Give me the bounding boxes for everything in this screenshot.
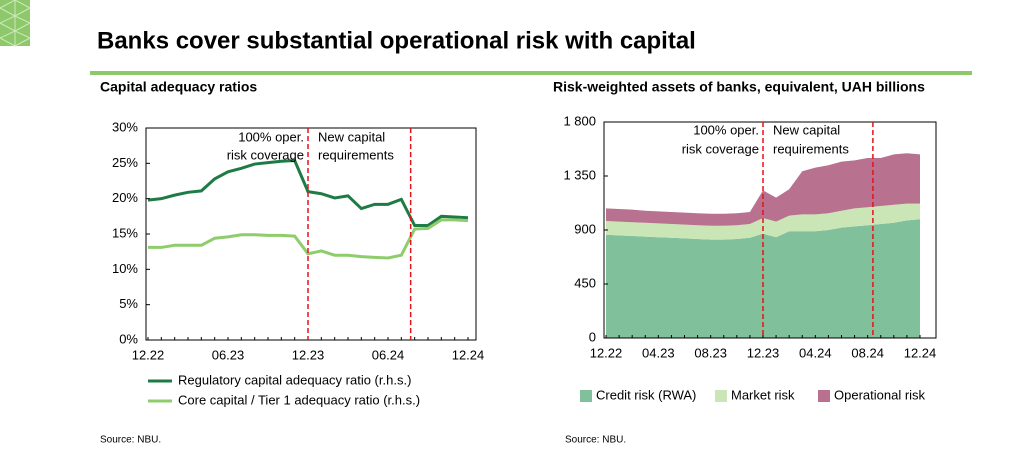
corner-pattern [0, 0, 31, 47]
annotation: risk coverage [227, 147, 304, 162]
legend-label: Market risk [731, 387, 795, 402]
y-tick-label: 1 800 [563, 113, 596, 128]
source-note: Source: NBU. [100, 435, 161, 446]
y-tick-label: 5% [119, 296, 138, 311]
x-tick-label: 06.24 [372, 347, 405, 362]
x-tick-label: 08.23 [694, 345, 727, 360]
x-tick-label: 12.22 [132, 347, 165, 362]
area-segment [606, 153, 920, 226]
y-tick-label: 0% [119, 331, 138, 346]
x-tick-label: 06.23 [212, 347, 245, 362]
annotation: requirements [318, 147, 394, 162]
y-tick-label: 0 [589, 329, 596, 344]
plot-frame [145, 127, 477, 341]
x-tick-label: 12.23 [292, 347, 325, 362]
legend-label: Core capital / Tier 1 adequacy ratio (r.… [178, 392, 420, 407]
chart-title: Risk-weighted assets of banks, equivalen… [553, 79, 925, 95]
x-tick-label: 04.24 [799, 345, 832, 360]
legend-label: Operational risk [834, 387, 926, 402]
slide-title: Banks cover substantial operational risk… [97, 27, 696, 54]
y-tick-label: 30% [112, 119, 138, 134]
x-tick-label: 12.24 [904, 345, 937, 360]
x-tick-label: 12.24 [452, 347, 485, 362]
y-tick-label: 900 [574, 221, 596, 236]
x-tick-label: 08.24 [851, 345, 884, 360]
chart-title: Capital adequacy ratios [100, 79, 257, 95]
annotation: 100% oper. [238, 129, 304, 144]
annotation: risk coverage [682, 141, 759, 156]
y-tick-label: 10% [112, 261, 138, 276]
legend-swatch [715, 390, 727, 402]
annotation: 100% oper. [693, 122, 759, 137]
source-note: Source: NBU. [565, 435, 626, 446]
title-rule [90, 71, 972, 75]
x-tick-label: 04.23 [642, 345, 675, 360]
y-tick-label: 20% [112, 190, 138, 205]
legend-swatch [818, 390, 830, 402]
annotation: New capital [318, 129, 385, 144]
x-tick-label: 12.23 [747, 345, 780, 360]
series-line [148, 218, 469, 260]
annotation: New capital [773, 122, 840, 137]
legend-label: Regulatory capital adequacy ratio (r.h.s… [178, 372, 411, 387]
legend-swatch [580, 390, 592, 402]
annotation: requirements [773, 141, 849, 156]
y-tick-label: 450 [574, 275, 596, 290]
y-tick-label: 1 350 [563, 167, 596, 182]
y-tick-label: 15% [112, 225, 138, 240]
y-tick-label: 25% [112, 155, 138, 170]
legend-label: Credit risk (RWA) [596, 387, 696, 402]
x-tick-label: 12.22 [590, 345, 623, 360]
series-line [147, 158, 469, 228]
